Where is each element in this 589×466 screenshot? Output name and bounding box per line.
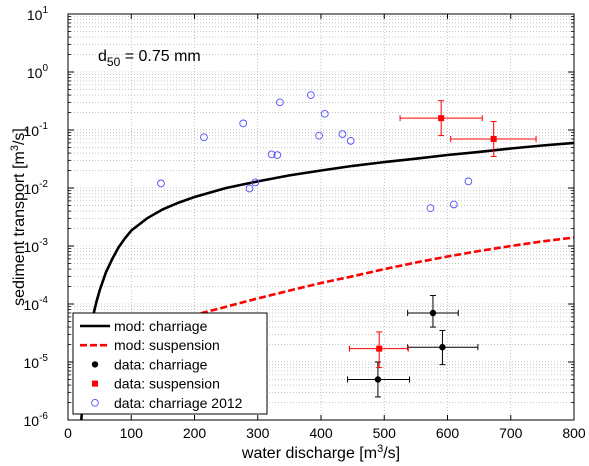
- y-tick-label: 10-6: [24, 411, 49, 429]
- x-tick-label: 100: [120, 425, 144, 441]
- data-point-data-suspension: [490, 135, 497, 142]
- data-point-data-charriage-2012: [338, 130, 347, 138]
- x-tick-label: 600: [436, 425, 460, 441]
- legend-marker-data-suspension: [92, 380, 98, 387]
- data-point-data-charriage-2012: [267, 150, 276, 159]
- x-tick-label: 500: [373, 425, 397, 441]
- ticks: 0 100 200 300 400 500 600 700 800 10-6 10-5 10-4 10-…: [24, 5, 586, 441]
- data-point-data-charriage-2012: [346, 137, 355, 145]
- legend-marker-data-charriage: [91, 361, 99, 368]
- data-point-data-charriage-2012: [200, 133, 208, 142]
- data-point-data-charriage-2012: [276, 98, 284, 107]
- data-point-data-charriage-2012: [449, 200, 458, 209]
- data-point-data-charriage-2012: [320, 109, 329, 118]
- data-point-data-suspension: [376, 345, 383, 352]
- y-tick-label: 10-1: [24, 121, 49, 139]
- legend-label-data-charriage: data: charriage: [114, 356, 208, 372]
- d50-annotation: d50 = 0.75 mm: [98, 48, 201, 69]
- legend-label-mod-charriage: mod: charriage: [114, 318, 208, 334]
- data-point-data-charriage-2012: [464, 177, 473, 186]
- data-point-data-charriage: [439, 343, 446, 351]
- data-point-data-charriage-2012: [315, 131, 323, 140]
- series-line-mod-charriage: [80, 141, 574, 420]
- data-point-data-charriage-2012: [239, 119, 248, 128]
- data-point-data-charriage-2012: [307, 91, 315, 99]
- y-tick-label: 10-2: [24, 179, 49, 197]
- data-point-data-charriage-2012: [157, 179, 165, 188]
- y-tick-label: 10-3: [24, 237, 49, 255]
- legend-label-data-suspension: data: suspension: [114, 376, 220, 392]
- data-point-data-charriage-2012: [273, 151, 282, 159]
- legend-marker-data-charriage-2012: [91, 398, 99, 407]
- y-tick-label: 10-5: [24, 353, 49, 371]
- data-point-data-charriage: [374, 376, 382, 383]
- x-tick-label: 800: [562, 425, 586, 441]
- x-axis-label: water discharge [m3/s]: [241, 443, 400, 462]
- x-tick-label: 200: [183, 425, 207, 441]
- y-axis-label: sediment transport [m3/s]: [9, 128, 28, 306]
- x-tick-label: 700: [499, 425, 523, 441]
- legend-box: [72, 312, 268, 415]
- data-point-data-suspension: [438, 115, 445, 122]
- x-tick-label: 400: [309, 425, 333, 441]
- x-tick-label: 0: [64, 425, 72, 441]
- legend-label-data-charriage-2012: data: charriage 2012: [114, 395, 243, 411]
- legend-label-mod-suspension: mod: suspension: [114, 337, 220, 353]
- x-tick-label: 300: [246, 425, 270, 441]
- data-point-data-charriage-2012: [251, 178, 260, 187]
- legend: mod: charriage mod: suspension data: charr…: [72, 312, 268, 415]
- y-tick-label: 100: [27, 63, 49, 81]
- data-point-data-charriage-2012: [426, 204, 435, 212]
- y-tick-label: 10-4: [24, 295, 49, 313]
- data-point-data-charriage: [429, 309, 437, 317]
- y-tick-label: 101: [27, 5, 49, 23]
- data-point-data-charriage-2012: [245, 184, 254, 193]
